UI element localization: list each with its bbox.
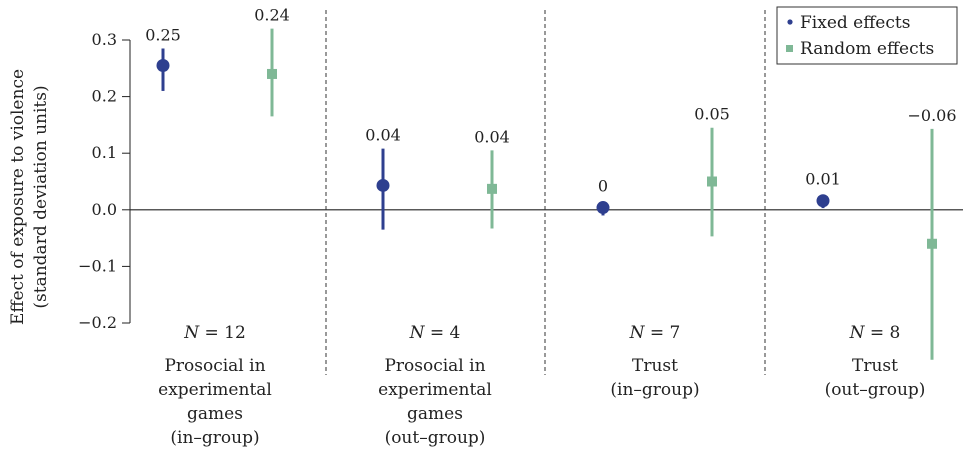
random-effect-value-label: −0.06 bbox=[907, 106, 956, 125]
y-tick-label: 0.3 bbox=[92, 30, 117, 49]
group-label-line: (in–group) bbox=[610, 380, 699, 400]
group-label-line: games bbox=[407, 404, 463, 424]
group-label-line: Prosocial in bbox=[384, 356, 485, 376]
fixed-effect-point bbox=[376, 178, 390, 192]
group-label-line: (out–group) bbox=[385, 428, 486, 448]
group-n-value: = 12 bbox=[199, 323, 246, 343]
legend-random-marker bbox=[786, 45, 793, 52]
y-tick-label: 0.2 bbox=[92, 87, 117, 106]
group-label-line: Trust bbox=[632, 356, 678, 376]
legend-random-label: Random effects bbox=[800, 39, 934, 59]
group-n-symbol: N bbox=[849, 323, 866, 343]
group-label-line: games bbox=[187, 404, 243, 424]
random-effect-point bbox=[487, 183, 497, 194]
y-tick-label: 0.1 bbox=[92, 143, 117, 162]
group-label-line: (in–group) bbox=[170, 428, 259, 448]
legend: Fixed effects Random effects bbox=[776, 6, 958, 65]
y-axis-title-line-1: Effect of exposure to violence bbox=[8, 69, 28, 325]
fixed-effect-value-label: 0.25 bbox=[145, 25, 181, 44]
y-axis-title-line-2: (standard deviation units) bbox=[31, 85, 51, 308]
group-label-line: (out–group) bbox=[825, 380, 926, 400]
plot-area: 0.3 0.2 0.1 0.0 −0.1 −0.2 N = 12 Prosocial in ex… bbox=[78, 6, 963, 448]
group-n-symbol: N bbox=[183, 323, 200, 343]
group-n-label: N = 8 bbox=[849, 323, 901, 343]
group-label-line: Prosocial in bbox=[164, 356, 265, 376]
group-n-label: N = 7 bbox=[629, 323, 681, 343]
group-n-symbol: N bbox=[629, 323, 646, 343]
group-n-symbol: N bbox=[409, 323, 426, 343]
random-effect-value-label: 0.24 bbox=[254, 6, 290, 25]
fixed-effect-point bbox=[156, 58, 170, 72]
fixed-effect-value-label: 0.01 bbox=[805, 170, 841, 189]
legend-fixed-label: Fixed effects bbox=[800, 13, 910, 33]
group-n-label: N = 12 bbox=[183, 323, 246, 343]
random-effect-point bbox=[927, 238, 937, 249]
y-axis-title: Effect of exposure to violence (standard… bbox=[8, 69, 51, 325]
group-label-line: experimental bbox=[158, 380, 272, 400]
random-effect-value-label: 0.04 bbox=[474, 127, 510, 146]
fixed-effect-value-label: 0 bbox=[598, 177, 608, 196]
fixed-effect-point bbox=[596, 201, 610, 215]
legend-fixed-marker bbox=[787, 19, 793, 25]
random-effect-point bbox=[707, 176, 717, 187]
y-tick-label: 0.0 bbox=[92, 200, 117, 219]
group-label-line: experimental bbox=[378, 380, 492, 400]
fixed-effect-value-label: 0.04 bbox=[365, 126, 401, 145]
group-label-line: Trust bbox=[852, 356, 898, 376]
fixed-effect-point bbox=[816, 194, 830, 208]
group-n-value: = 7 bbox=[645, 323, 681, 343]
y-tick-label: −0.1 bbox=[78, 256, 117, 275]
group-n-label: N = 4 bbox=[409, 323, 461, 343]
group-n-value: = 8 bbox=[865, 323, 901, 343]
group-n-value: = 4 bbox=[425, 323, 461, 343]
random-effect-point bbox=[267, 68, 277, 79]
y-tick-label: −0.2 bbox=[78, 313, 117, 332]
random-effect-value-label: 0.05 bbox=[694, 105, 730, 124]
legend-box bbox=[776, 6, 958, 65]
